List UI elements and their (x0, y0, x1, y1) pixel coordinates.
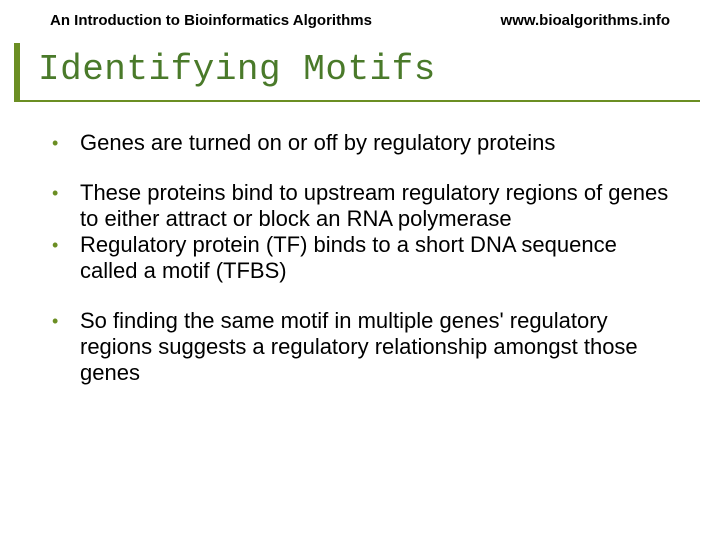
header-left: An Introduction to Bioinformatics Algori… (50, 12, 372, 29)
bullet-item: Regulatory protein (TF) binds to a short… (44, 232, 676, 284)
header-right: www.bioalgorithms.info (501, 12, 670, 29)
slide-title: Identifying Motifs (38, 49, 700, 90)
title-container: Identifying Motifs (14, 43, 700, 102)
bullet-item: Genes are turned on or off by regulatory… (44, 130, 676, 156)
bullet-list: Genes are turned on or off by regulatory… (44, 130, 676, 386)
slide-header: An Introduction to Bioinformatics Algori… (0, 0, 720, 35)
bullet-item: These proteins bind to upstream regulato… (44, 180, 676, 232)
slide-content: Genes are turned on or off by regulatory… (0, 102, 720, 386)
bullet-item: So finding the same motif in multiple ge… (44, 308, 676, 386)
